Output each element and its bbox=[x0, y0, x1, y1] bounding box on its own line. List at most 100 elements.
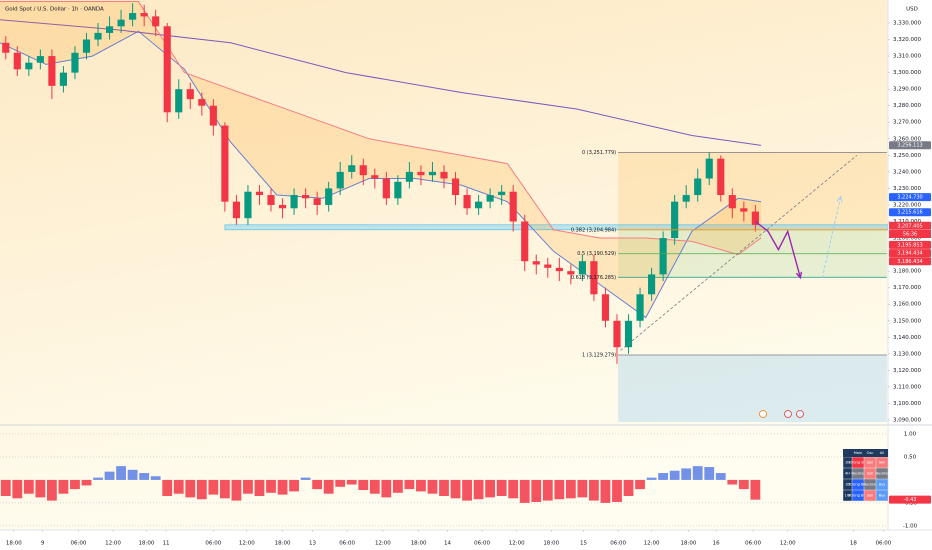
signal-text: Sell bbox=[867, 494, 874, 498]
histogram-bar bbox=[289, 479, 299, 492]
signal-text: Neutral bbox=[851, 472, 864, 476]
drawing-arrow bbox=[754, 220, 802, 278]
y-tick-label: 3,140.000 bbox=[893, 335, 921, 341]
y-tick-label: 3,270.000 bbox=[893, 120, 921, 126]
signal-cell bbox=[876, 479, 888, 490]
indicator-value-label: -0.43 bbox=[904, 497, 917, 503]
x-tick-label: 06:00 bbox=[205, 541, 221, 547]
currency-label: USD bbox=[906, 7, 918, 13]
histogram-bar bbox=[185, 479, 196, 498]
candle-body bbox=[717, 158, 725, 196]
x-tick-label: 12:00 bbox=[780, 541, 796, 547]
signal-header: All bbox=[880, 451, 884, 455]
signal-cell bbox=[864, 479, 876, 490]
candle-body bbox=[244, 191, 252, 219]
histogram-bar bbox=[427, 479, 438, 494]
price-tag bbox=[889, 193, 931, 202]
fib-label: 0.5 (3,190.529) bbox=[577, 251, 616, 257]
histogram-bar bbox=[58, 479, 69, 494]
drawing-arrow bbox=[821, 196, 842, 278]
x-tick-label: 06:00 bbox=[610, 541, 626, 547]
histogram-bar bbox=[162, 479, 173, 496]
x-tick-label: 14 bbox=[444, 541, 451, 547]
candle-body bbox=[740, 208, 748, 212]
candle-body bbox=[255, 191, 264, 196]
y-tick-label: 3,160.000 bbox=[893, 302, 921, 308]
histogram-bar bbox=[450, 479, 461, 499]
price-tag-label: 3,186.434 bbox=[897, 259, 922, 265]
candle-body bbox=[163, 26, 171, 113]
fib-label: 0.618 (3,176.285) bbox=[571, 275, 616, 281]
candle-body bbox=[428, 171, 437, 176]
y-tick-label: 3,330.000 bbox=[893, 20, 921, 26]
overlay-line bbox=[0, 19, 762, 146]
arrow-head bbox=[795, 271, 803, 280]
histogram-bar bbox=[323, 479, 334, 494]
signal-cell bbox=[864, 468, 876, 479]
candle-body bbox=[25, 62, 33, 70]
price-tag bbox=[889, 141, 931, 150]
y-tick-label: 3,220.000 bbox=[893, 202, 921, 208]
signal-cell bbox=[864, 490, 876, 501]
arrow-head bbox=[836, 195, 843, 203]
histogram-bar bbox=[369, 479, 380, 494]
histogram-bar bbox=[531, 479, 542, 502]
candle-body bbox=[567, 271, 575, 275]
candle-body bbox=[521, 221, 529, 262]
histogram-bar bbox=[173, 479, 184, 494]
histogram-bar bbox=[750, 479, 761, 500]
candle-body bbox=[417, 171, 425, 176]
signal-cell bbox=[843, 479, 852, 490]
price-tag bbox=[889, 221, 931, 230]
signal-cell bbox=[852, 468, 864, 479]
histogram-bar bbox=[704, 467, 715, 480]
histogram-bar bbox=[0, 479, 11, 496]
y-tick-label: 3,170.000 bbox=[893, 285, 921, 291]
signal-text: Sell bbox=[867, 461, 874, 465]
candle-body bbox=[36, 56, 44, 63]
histogram-bar bbox=[219, 479, 230, 499]
indicator-value-tag bbox=[889, 495, 931, 504]
candle-body bbox=[498, 191, 506, 196]
candle-body bbox=[336, 171, 344, 189]
histogram-bar bbox=[266, 479, 276, 493]
candle-body bbox=[94, 32, 102, 40]
candle-body bbox=[209, 105, 217, 126]
candle-body bbox=[440, 171, 448, 179]
y-tick-label: 3,120.000 bbox=[893, 368, 921, 374]
candle-body bbox=[509, 191, 517, 222]
signal-cell bbox=[852, 457, 864, 468]
price-pane bbox=[0, 0, 888, 422]
signal-text: Buy bbox=[879, 483, 887, 487]
y-tick-label: 3,130.000 bbox=[893, 351, 921, 357]
x-tick-label: 18 bbox=[850, 541, 857, 547]
candle-body bbox=[694, 178, 702, 196]
price-tag bbox=[889, 257, 931, 266]
candle-body bbox=[71, 52, 79, 73]
signal-text: Sell bbox=[879, 461, 886, 465]
candle-body bbox=[198, 99, 206, 106]
countdown-tag bbox=[889, 229, 931, 238]
signal-text: Strong Buy bbox=[848, 494, 869, 498]
histogram-bar bbox=[23, 479, 34, 494]
signal-text: 1H bbox=[845, 461, 850, 465]
x-tick-label: 12:00 bbox=[239, 541, 255, 547]
time-axis-background bbox=[0, 530, 888, 550]
histogram-bar bbox=[196, 479, 207, 500]
x-tick-label: 12:00 bbox=[644, 541, 660, 547]
candle-body bbox=[129, 13, 137, 20]
overlay-line bbox=[0, 30, 762, 319]
candle-body bbox=[705, 158, 713, 179]
candle-body bbox=[544, 264, 552, 268]
x-tick-label: 18:00 bbox=[139, 541, 155, 547]
x-tick-label: 12:00 bbox=[509, 541, 525, 547]
candle-body bbox=[232, 201, 240, 219]
histogram-bar bbox=[473, 479, 484, 500]
candle-body bbox=[648, 274, 656, 295]
signal-text: 4H bbox=[845, 472, 850, 476]
x-tick-label: 18:00 bbox=[411, 541, 427, 547]
histogram-bar bbox=[335, 479, 346, 487]
candle-body bbox=[578, 261, 586, 275]
candle-body bbox=[590, 261, 598, 295]
